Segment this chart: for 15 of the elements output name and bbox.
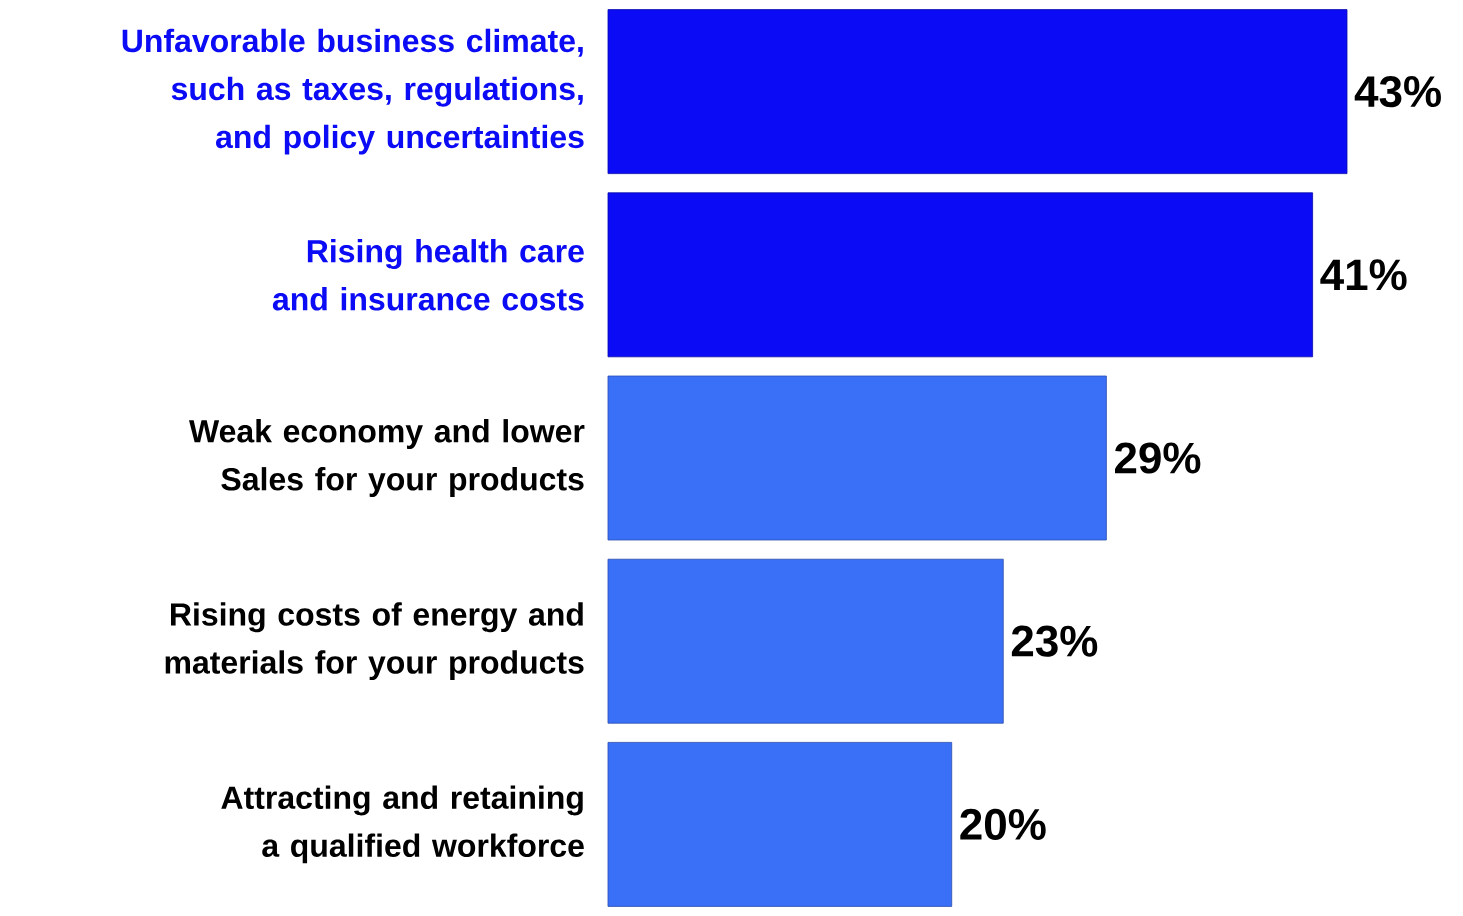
data-label: 20% (960, 808, 1046, 840)
bar (607, 375, 1107, 541)
data-label: 41% (1320, 259, 1407, 291)
bar (607, 558, 1004, 724)
y-tick-label: Unfavorable business climate, such as taxes, regulations, and policy uncertainties (122, 28, 584, 155)
y-tick-label: Rising costs of energy and materials for your products (165, 602, 584, 681)
data-label: 29% (1114, 442, 1201, 474)
data-label: 43% (1354, 75, 1441, 108)
data-label: 23% (1011, 625, 1098, 657)
bar (607, 742, 953, 907)
bar (607, 192, 1314, 358)
y-tick-label: Rising health care and insurance costs (272, 239, 584, 311)
bar (607, 9, 1348, 175)
y-tick-label: Attracting and retaining a qualified workforce (221, 785, 584, 864)
y-tick-label: Weak economy and lower Sales for your products (189, 419, 585, 497)
